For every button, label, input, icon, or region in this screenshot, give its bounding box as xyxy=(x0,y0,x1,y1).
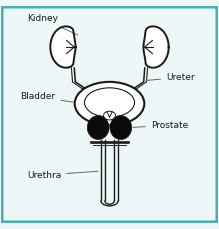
Text: Ureter: Ureter xyxy=(146,73,195,82)
FancyBboxPatch shape xyxy=(2,7,217,222)
Ellipse shape xyxy=(75,82,144,125)
Ellipse shape xyxy=(110,116,132,139)
Ellipse shape xyxy=(85,88,134,117)
Text: Prostate: Prostate xyxy=(133,120,188,130)
Text: Kidney: Kidney xyxy=(27,14,78,35)
Polygon shape xyxy=(50,26,76,68)
Ellipse shape xyxy=(104,111,115,120)
Polygon shape xyxy=(143,26,169,68)
Text: Bladder: Bladder xyxy=(20,92,73,102)
Text: Urethra: Urethra xyxy=(27,171,98,180)
Ellipse shape xyxy=(87,116,109,139)
